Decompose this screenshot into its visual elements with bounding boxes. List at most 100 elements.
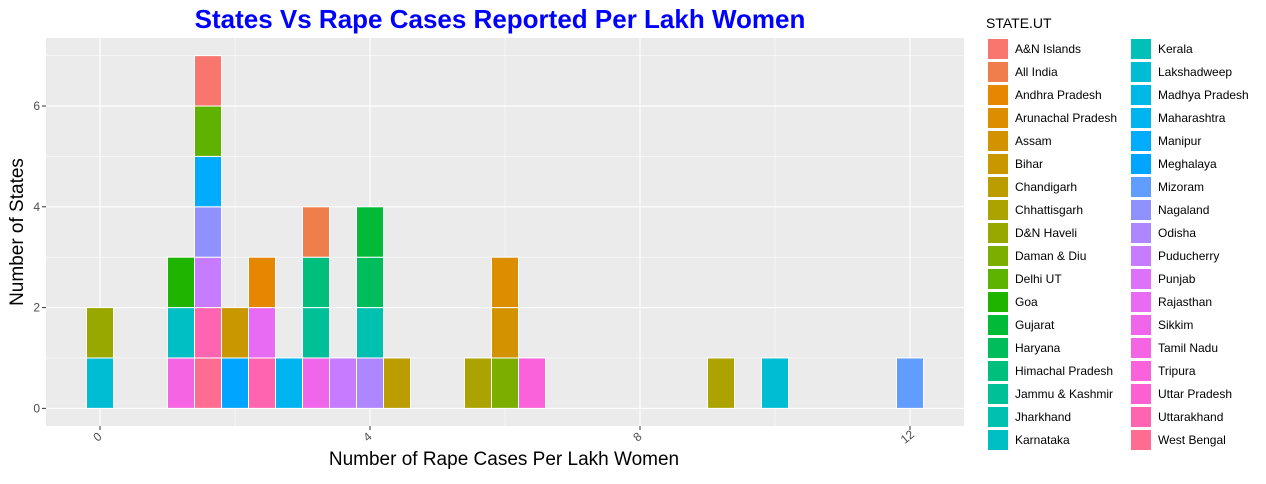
- legend-label: Odisha: [1158, 226, 1196, 240]
- legend-label: Gujarat: [1015, 318, 1055, 332]
- legend-key: [1131, 269, 1151, 289]
- bar-segment: [356, 357, 384, 409]
- bar-segment: [221, 357, 249, 409]
- legend-key: [988, 177, 1008, 197]
- bar-segment: [491, 357, 519, 409]
- legend-label: Arunachal Pradesh: [1015, 111, 1117, 125]
- bar-segment: [167, 357, 195, 409]
- legend-label: Manipur: [1158, 134, 1201, 148]
- legend-key: [1131, 407, 1151, 427]
- legend-label: West Bengal: [1158, 433, 1226, 447]
- legend-label: Uttarakhand: [1158, 410, 1223, 424]
- bar-segment: [194, 307, 222, 359]
- legend-label: Tamil Nadu: [1158, 341, 1218, 355]
- x-tick-label: 8: [630, 429, 644, 444]
- legend-key: [988, 131, 1008, 151]
- legend-key: [1131, 338, 1151, 358]
- bar-segment: [518, 357, 546, 409]
- bar-segment: [464, 357, 492, 409]
- bar-segment: [896, 357, 924, 409]
- legend-key: [988, 223, 1008, 243]
- legend-key: [1131, 430, 1151, 450]
- y-axis-title: Number of States: [7, 158, 28, 306]
- legend-label: Chhattisgarh: [1015, 203, 1083, 217]
- bar-segment: [356, 256, 384, 309]
- legend-label: Jammu & Kashmir: [1015, 387, 1113, 401]
- legend-label: Meghalaya: [1158, 157, 1217, 171]
- x-ticks: 0 4 8 12: [90, 426, 917, 447]
- legend-key: [1131, 223, 1151, 243]
- legend-label: Lakshadweep: [1158, 65, 1232, 79]
- legend-key: [988, 361, 1008, 381]
- bar-segment: [356, 206, 384, 258]
- legend-key: [1131, 200, 1151, 220]
- legend-key: [1131, 361, 1151, 381]
- bar-segment: [194, 105, 222, 157]
- bar-segment: [761, 357, 789, 409]
- bar-segment: [329, 357, 357, 409]
- legend-key: [988, 338, 1008, 358]
- legend-label: All India: [1015, 65, 1058, 79]
- legend-label: Haryana: [1015, 341, 1061, 355]
- legend-label: Goa: [1015, 295, 1038, 309]
- legend-key: [1131, 85, 1151, 105]
- legend-label: Daman & Diu: [1015, 249, 1086, 263]
- legend-label: Mizoram: [1158, 180, 1204, 194]
- bar-segment: [491, 256, 519, 309]
- bar-segment: [302, 357, 330, 409]
- x-tick-label: 4: [360, 429, 374, 444]
- bar-segment: [194, 206, 222, 258]
- legend-key: [988, 407, 1008, 427]
- legend-key: [988, 384, 1008, 404]
- legend-label: Rajasthan: [1158, 295, 1212, 309]
- bar-segment: [491, 307, 519, 359]
- legend-title: STATE.UT: [986, 15, 1052, 31]
- bar-segment: [356, 307, 384, 359]
- legend-key: [1131, 154, 1151, 174]
- legend-key: [988, 430, 1008, 450]
- bar-segment: [86, 307, 114, 359]
- legend-label: Madhya Pradesh: [1158, 88, 1249, 102]
- legend-key: [988, 292, 1008, 312]
- legend-key: [988, 85, 1008, 105]
- legend-label: D&N Haveli: [1015, 226, 1077, 240]
- legend-key: [988, 315, 1008, 335]
- y-ticks: 0 2 4 6: [33, 99, 46, 415]
- legend-label: Himachal Pradesh: [1015, 364, 1113, 378]
- legend-key: [1131, 384, 1151, 404]
- legend-label: Punjab: [1158, 272, 1196, 286]
- legend-key: [1131, 246, 1151, 266]
- y-tick-label: 2: [33, 301, 40, 315]
- legend-key: [1131, 292, 1151, 312]
- legend-key: [1131, 177, 1151, 197]
- legend-label: Puducherry: [1158, 249, 1219, 263]
- legend-label: Karnataka: [1015, 433, 1070, 447]
- legend-label: Sikkim: [1158, 318, 1193, 332]
- bar-segment: [194, 256, 222, 309]
- legend-key: [1131, 39, 1151, 59]
- x-tick-label: 12: [898, 427, 917, 447]
- bar-segment: [86, 357, 114, 409]
- x-axis-title: Number of Rape Cases Per Lakh Women: [329, 449, 679, 470]
- legend-label: Nagaland: [1158, 203, 1209, 217]
- chart-title: States Vs Rape Cases Reported Per Lakh W…: [195, 4, 806, 34]
- legend-label: Delhi UT: [1015, 272, 1062, 286]
- bar-segment: [194, 357, 222, 409]
- bar-segment: [248, 256, 276, 309]
- legend-key: [988, 154, 1008, 174]
- legend-key: [1131, 108, 1151, 128]
- legend-label: Jharkhand: [1015, 410, 1071, 424]
- bar-segment: [707, 357, 735, 409]
- legend-key: [988, 39, 1008, 59]
- bar-segment: [275, 357, 303, 409]
- legend-key: [988, 269, 1008, 289]
- bar-segment: [302, 256, 330, 309]
- legend-key: [988, 246, 1008, 266]
- legend-label: A&N Islands: [1015, 42, 1081, 56]
- legend-key: [1131, 315, 1151, 335]
- legend-key: [988, 62, 1008, 82]
- bar-segment: [194, 155, 222, 208]
- legend-label: Uttar Pradesh: [1158, 387, 1232, 401]
- legend-label: Bihar: [1015, 157, 1043, 171]
